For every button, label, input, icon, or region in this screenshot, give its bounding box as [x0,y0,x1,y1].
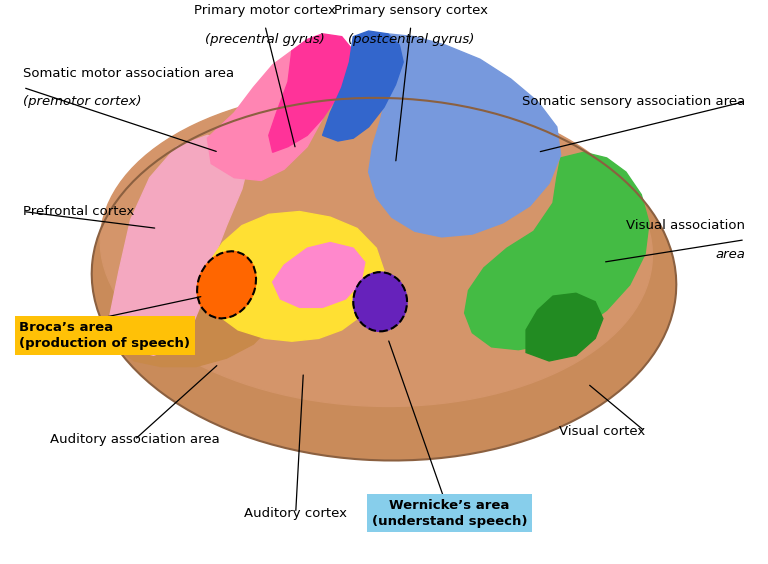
Text: Auditory cortex: Auditory cortex [244,506,347,520]
Text: (precentral gyrus): (precentral gyrus) [205,33,325,46]
Polygon shape [269,34,353,152]
Text: Prefrontal cortex: Prefrontal cortex [23,205,134,218]
Polygon shape [369,34,561,237]
Polygon shape [323,31,403,141]
Text: Visual association: Visual association [626,219,745,232]
Polygon shape [119,282,276,367]
Polygon shape [207,51,330,180]
Text: area: area [715,248,745,261]
Text: Somatic sensory association area: Somatic sensory association area [521,95,745,108]
Text: Wernicke’s area
(understand speech): Wernicke’s area (understand speech) [372,499,527,528]
Text: Primary motor cortex: Primary motor cortex [194,5,336,17]
Ellipse shape [92,99,676,460]
Ellipse shape [353,272,407,332]
Text: (postcentral gyrus): (postcentral gyrus) [348,33,474,46]
Text: Visual cortex: Visual cortex [559,425,645,438]
Polygon shape [108,135,250,355]
Text: Primary sensory cortex: Primary sensory cortex [334,5,488,17]
Ellipse shape [197,252,256,318]
Text: Auditory association area: Auditory association area [49,433,220,447]
Text: Broca’s area
(production of speech): Broca’s area (production of speech) [19,321,190,350]
Text: (premotor cortex): (premotor cortex) [23,95,141,108]
Text: Somatic motor association area: Somatic motor association area [23,67,234,80]
Ellipse shape [101,90,652,407]
Polygon shape [465,152,649,350]
Polygon shape [526,293,603,361]
Polygon shape [273,243,365,307]
Polygon shape [207,212,384,341]
